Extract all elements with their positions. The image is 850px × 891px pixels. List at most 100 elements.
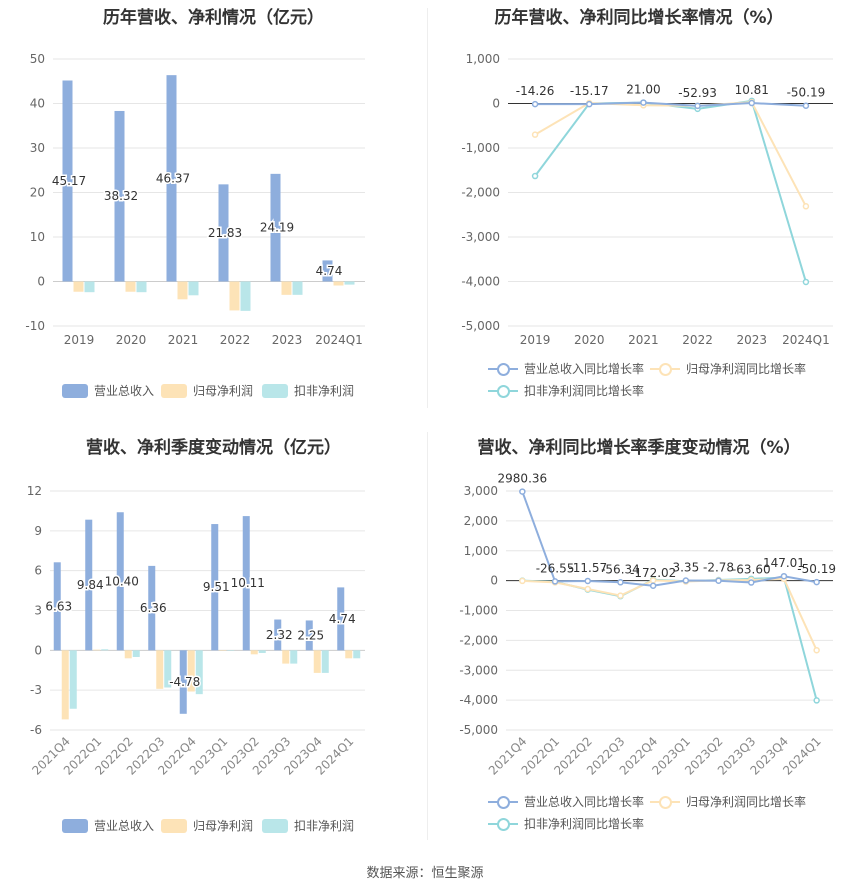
bar-revenue xyxy=(62,80,73,282)
data-label: 147.01 xyxy=(763,556,805,570)
data-label: -11.57 xyxy=(568,561,607,575)
data-label: -56.34 xyxy=(601,562,640,576)
legend-item[interactable]: 归母净利润同比增长率 xyxy=(650,793,806,810)
data-label: 21.00 xyxy=(626,83,660,97)
data-point xyxy=(551,578,559,585)
y-tick-label: -1,000 xyxy=(459,604,498,618)
legend-item[interactable]: 扣非净利润同比增长率 xyxy=(488,382,644,399)
y-tick-label: -6 xyxy=(30,723,42,737)
data-label: 10.11 xyxy=(231,576,265,590)
bar-parent-profit xyxy=(313,650,321,673)
legend-item[interactable]: 归母净利润同比增长率 xyxy=(650,360,806,377)
bar-parent-profit xyxy=(250,650,258,655)
y-tick-label: -1,000 xyxy=(461,141,500,155)
x-tick-label: 2023 xyxy=(736,333,767,347)
bar-revenue xyxy=(211,524,219,651)
data-label: 10.40 xyxy=(105,574,139,588)
data-label: -52.93 xyxy=(678,86,717,100)
y-tick-label: 3 xyxy=(34,604,42,618)
bar-deducted-profit xyxy=(240,281,251,311)
chart-canvas: 3,000 2,000 1,000 0 -1,000 -2,000 -3,000 -4,000… xyxy=(459,472,836,778)
legend-item[interactable]: 营业总收入 xyxy=(62,817,154,834)
legend-item[interactable]: 归母净利润 xyxy=(161,382,253,399)
data-point xyxy=(715,577,722,584)
bar-parent-profit xyxy=(124,650,132,659)
legend-swatch xyxy=(262,383,288,398)
y-tick-label: 3,000 xyxy=(464,484,498,498)
bar-revenue xyxy=(148,565,156,651)
data-label: 4.74 xyxy=(316,264,343,278)
y-tick-label: -5,000 xyxy=(459,723,498,737)
legend-item[interactable]: 扣非净利润 xyxy=(262,817,354,834)
chart-legend: 营业总收入同比增长率 归母净利润同比增长率 扣非净利润同比增长率 xyxy=(428,358,850,402)
bar-deducted-profit xyxy=(258,650,266,653)
legend-label: 营业总收入同比增长率 xyxy=(524,362,645,376)
bar-revenue xyxy=(53,562,61,651)
bar-deducted-profit xyxy=(292,281,303,295)
annual-revenue-profit-chart: 历年营收、净利情况（亿元） 50 40 30 20 10 0 -10 2019 2020 2021… xyxy=(0,0,427,410)
legend-item[interactable]: 扣非净利润同比增长率 xyxy=(488,815,644,832)
x-tick-label: 2020 xyxy=(574,333,605,347)
bar-revenue xyxy=(274,619,282,651)
x-tick-label: 2022 xyxy=(220,333,251,347)
bar-deducted-profit xyxy=(136,281,147,293)
data-label: -2.78 xyxy=(703,561,734,575)
data-label: -4.78 xyxy=(169,675,200,689)
bar-revenue xyxy=(218,184,229,282)
data-point xyxy=(531,172,539,180)
data-label: 45.17 xyxy=(52,174,86,188)
bar-revenue xyxy=(116,512,124,651)
legend-swatch xyxy=(62,818,88,833)
x-tick-label: 2021 xyxy=(628,333,659,347)
data-label: 38.32 xyxy=(104,189,138,203)
chart-title: 营收、净利季度变动情况（亿元） xyxy=(86,438,341,458)
data-point xyxy=(802,102,810,109)
bar-deducted-profit xyxy=(69,650,77,709)
bar-deducted-profit xyxy=(132,650,140,657)
bar-deducted-profit xyxy=(84,281,95,293)
data-label: -15.17 xyxy=(570,84,609,98)
data-point xyxy=(813,697,820,704)
y-tick-label: 2,000 xyxy=(464,514,498,528)
y-tick-label: -10 xyxy=(25,319,45,333)
data-point xyxy=(584,577,591,585)
data-point xyxy=(531,100,539,108)
legend-item[interactable]: 营业总收入同比增长率 xyxy=(488,793,644,810)
legend-item[interactable]: 扣非净利润 xyxy=(262,382,354,399)
legend-swatch xyxy=(650,362,680,376)
y-tick-label: -3,000 xyxy=(461,230,500,244)
quarterly-revenue-profit-chart: 营收、净利季度变动情况（亿元） 12 9 6 3 0 -3 -6 2021Q4 2022Q1 20… xyxy=(0,425,427,845)
data-point xyxy=(617,592,624,599)
bar-parent-profit xyxy=(282,650,290,664)
data-label: 2980.36 xyxy=(498,472,548,486)
bar-parent-profit xyxy=(61,650,69,720)
chart-canvas: 50 40 30 20 10 0 -10 2019 2020 2021 2022 2023 2024Q1… xyxy=(25,52,365,347)
legend-item[interactable]: 归母净利润 xyxy=(161,817,253,834)
data-label: 9.51 xyxy=(203,580,230,594)
data-label: 24.19 xyxy=(260,221,294,235)
y-tick-label: -3,000 xyxy=(459,663,498,677)
legend-item[interactable]: 营业总收入 xyxy=(62,382,154,399)
series-line-revenue xyxy=(521,491,817,587)
data-label: -50.19 xyxy=(787,86,826,100)
chart-legend: 营业总收入 归母净利润 扣非净利润 xyxy=(0,380,427,400)
data-point xyxy=(813,578,820,586)
data-label: 6.63 xyxy=(45,599,72,613)
legend-label: 扣非净利润 xyxy=(294,819,355,833)
x-tick-label: 2020 xyxy=(116,333,147,347)
data-point xyxy=(682,577,690,584)
legend-swatch xyxy=(650,795,680,809)
bar-deducted-profit xyxy=(188,281,199,296)
legend-swatch xyxy=(488,384,518,398)
legend-label: 归母净利润 xyxy=(193,819,254,833)
y-tick-label: 0 xyxy=(34,643,42,657)
series-line-deducted-profit xyxy=(522,576,818,701)
y-tick-label: 1,000 xyxy=(464,544,498,558)
x-tick-label: 2022 xyxy=(682,333,713,347)
legend-swatch xyxy=(62,383,88,398)
bar-revenue xyxy=(322,260,333,282)
series-line-parent-profit xyxy=(534,101,807,207)
legend-item[interactable]: 营业总收入同比增长率 xyxy=(488,360,644,377)
x-tick-label: 2024Q1 xyxy=(315,333,363,347)
data-point xyxy=(802,203,810,210)
